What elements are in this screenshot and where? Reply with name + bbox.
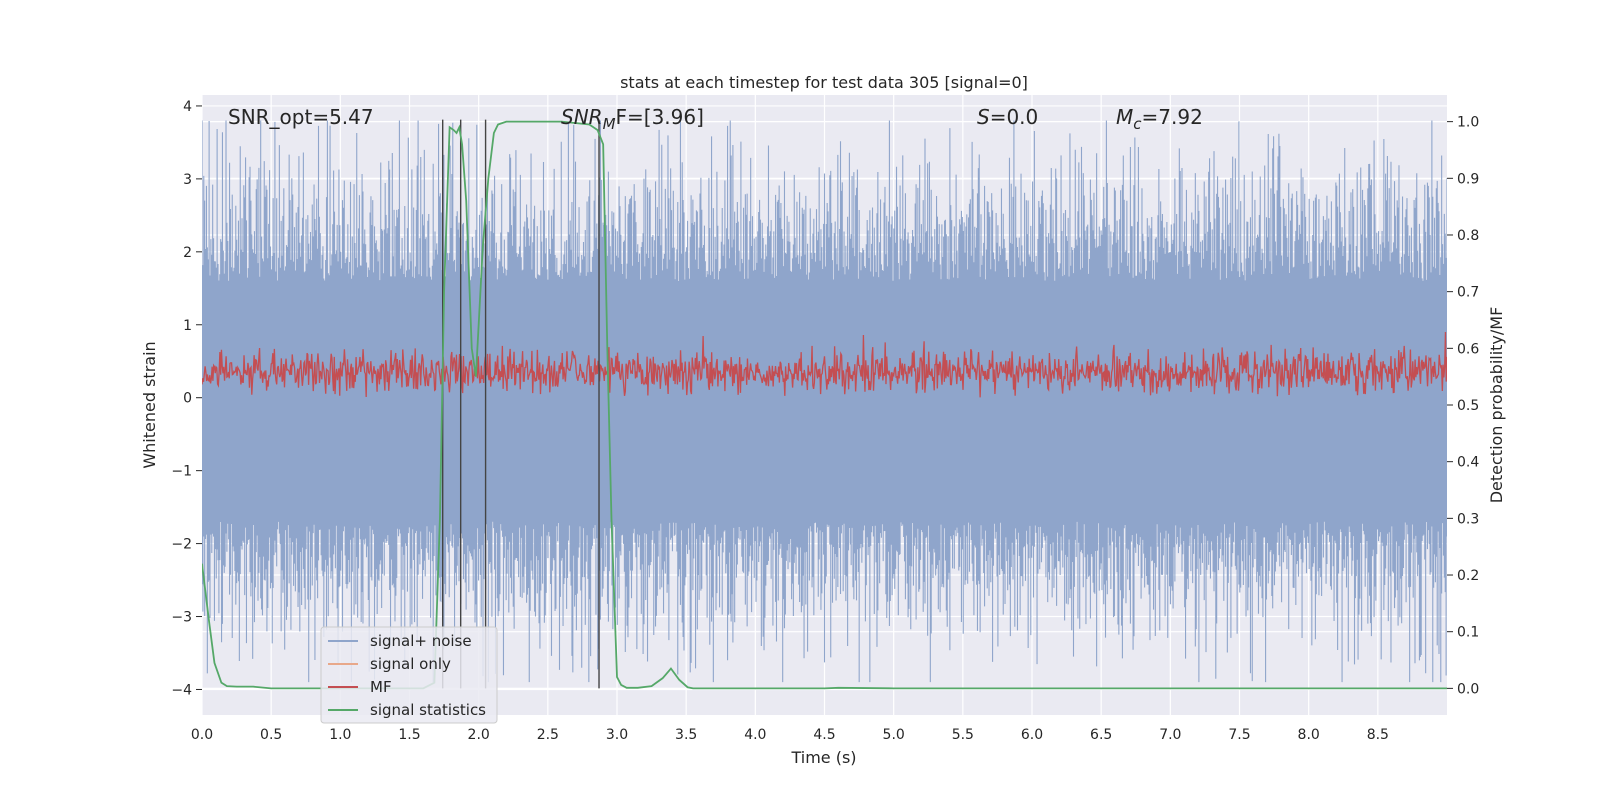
y-left-tick-label: −1 xyxy=(171,464,192,480)
y-right-tick-label: 0.9 xyxy=(1457,171,1479,187)
x-tick-label: 5.5 xyxy=(952,727,974,743)
y-right-tick-label: 0.0 xyxy=(1457,681,1479,697)
x-tick-label: 2.0 xyxy=(468,727,490,743)
y-left-axis-label: Whitened strain xyxy=(140,341,159,468)
y-left-tick-label: −4 xyxy=(171,682,192,698)
x-tick-label: 5.0 xyxy=(883,727,905,743)
x-tick-label: 8.0 xyxy=(1298,727,1320,743)
y-right-tick-label: 0.4 xyxy=(1457,455,1479,471)
y-right-tick-label: 0.7 xyxy=(1457,285,1479,301)
legend-label-mf: MF xyxy=(370,678,392,696)
y-right-tick-label: 0.5 xyxy=(1457,398,1479,414)
series-mf xyxy=(202,331,1447,398)
x-tick-label: 7.5 xyxy=(1228,727,1250,743)
x-axis-label: Time (s) xyxy=(790,748,856,767)
y-left-tick-label: −3 xyxy=(171,610,192,626)
y-left-axis-ticks: −4 −3 −2 −1 0 1 2 3 4 xyxy=(171,99,202,698)
y-right-axis-label: Detection probability/MF xyxy=(1487,307,1506,504)
annotation-s: S=0.0 xyxy=(977,105,1038,129)
legend-label-signal-only: signal only xyxy=(370,655,451,673)
annotation-snr-mf: SNRMF=[3.96] xyxy=(561,105,704,133)
y-right-tick-label: 0.8 xyxy=(1457,228,1479,244)
x-tick-label: 7.0 xyxy=(1159,727,1181,743)
x-tick-label: 0.0 xyxy=(191,727,213,743)
annotation-mc: Mc=7.92 xyxy=(1116,105,1203,133)
chart-title: stats at each timestep for test data 305… xyxy=(620,73,1028,92)
y-right-tick-label: 0.2 xyxy=(1457,568,1479,584)
y-right-tick-label: 0.1 xyxy=(1457,625,1479,641)
x-tick-label: 1.0 xyxy=(329,727,351,743)
legend-box xyxy=(320,626,498,724)
annotation-snr-opt: SNR_opt=5.47 xyxy=(228,105,374,129)
x-tick-label: 1.5 xyxy=(398,727,420,743)
x-tick-label: 3.5 xyxy=(675,727,697,743)
y-left-tick-label: 4 xyxy=(183,99,192,115)
x-tick-label: 4.5 xyxy=(813,727,835,743)
y-left-tick-label: 2 xyxy=(183,245,192,261)
x-tick-label: 0.5 xyxy=(260,727,282,743)
y-right-tick-label: 0.3 xyxy=(1457,511,1479,527)
legend: signal+ noise signal only MF signal stat… xyxy=(320,626,498,724)
x-tick-label: 8.5 xyxy=(1367,727,1389,743)
y-left-tick-label: 0 xyxy=(183,391,192,407)
y-left-tick-label: 3 xyxy=(183,172,192,188)
y-left-tick-label: 1 xyxy=(183,318,192,334)
legend-label-signal-noise: signal+ noise xyxy=(370,632,472,650)
x-tick-label: 6.5 xyxy=(1090,727,1112,743)
x-tick-label: 2.5 xyxy=(537,727,559,743)
legend-label-signal-statistics: signal statistics xyxy=(370,701,486,719)
x-tick-label: 6.0 xyxy=(1021,727,1043,743)
x-axis-ticks: 0.0 0.5 1.0 1.5 2.0 2.5 3.0 3.5 4.0 4.5 5.0 5.5 6.0 6… xyxy=(191,727,1389,743)
mf-trace xyxy=(202,331,1447,398)
y-right-tick-label: 1.0 xyxy=(1457,115,1479,131)
y-right-tick-label: 0.6 xyxy=(1457,341,1479,357)
x-tick-label: 3.0 xyxy=(606,727,628,743)
y-left-tick-label: −2 xyxy=(171,537,192,553)
y-right-axis-ticks: 0.0 0.1 0.2 0.3 0.4 0.5 0.6 0.7 0.8 0.9 1.0 xyxy=(1447,115,1479,697)
x-tick-label: 4.0 xyxy=(744,727,766,743)
